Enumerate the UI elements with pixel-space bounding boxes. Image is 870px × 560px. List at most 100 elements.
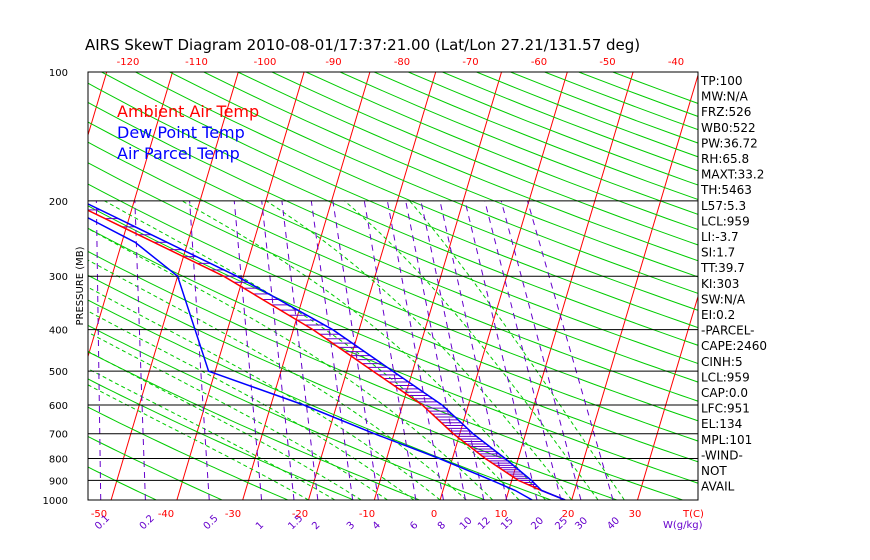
index-label: TT:39.7: [700, 261, 745, 275]
top-temp-tick-label: -50: [599, 57, 615, 68]
dry-adiabat-line: [88, 227, 698, 484]
series-line-air-parcel-temp: [88, 203, 566, 500]
dry-adiabat-line: [168, 72, 698, 294]
index-label: -WIND-: [701, 448, 743, 462]
mixing-ratio-tick-label: 12: [476, 515, 493, 532]
index-label: MPL:101: [701, 433, 752, 447]
bottom-temp-tick-label: -20: [292, 509, 308, 520]
dry-adiabat-line: [88, 121, 698, 383]
dry-adiabat-line: [134, 72, 698, 311]
top-temp-tick-label: -40: [668, 57, 684, 68]
bottom-temp-tick-label: -40: [158, 509, 174, 520]
mixing-ratio-tick-label: 4: [371, 520, 383, 532]
dry-adiabat-line: [88, 324, 487, 500]
bottom-temp-tick-label: 30: [629, 509, 642, 520]
legend-entry: Dew Point Temp: [117, 123, 245, 142]
dry-adiabat-line: [270, 72, 698, 246]
chart-title: AIRS SkewT Diagram 2010-08-01/17:37:21.0…: [85, 36, 640, 54]
bottom-temp-tick-label: -10: [359, 509, 375, 520]
isotherm-line: [88, 72, 174, 359]
mixing-ratio-line: [386, 200, 444, 500]
dry-adiabat-line: [88, 162, 698, 422]
bottom-temp-tick-label: -50: [91, 509, 107, 520]
mixing-ratio-axis-label: W(g/kg): [663, 520, 703, 531]
isotherm-line: [242, 72, 371, 500]
moist-adiabat-line: [88, 286, 441, 500]
index-label: EL:134: [701, 417, 742, 431]
dry-adiabat-line: [577, 72, 698, 117]
mixing-ratio-line: [95, 200, 102, 500]
mixing-ratio-tick-label: 0.5: [202, 513, 221, 532]
profile-lines: [88, 203, 566, 500]
bottom-temp-tick-label: 10: [495, 509, 508, 520]
moist-adiabat-line: [88, 227, 494, 500]
dry-adiabat-line: [88, 101, 698, 365]
dry-adiabat-line: [475, 72, 698, 158]
isotherm-line: [439, 72, 568, 500]
dry-adiabat-line: [236, 72, 698, 262]
y-axis-label: PRESSURE (MB): [75, 246, 86, 325]
mixing-ratio-line: [332, 200, 379, 500]
index-label: FRZ:526: [701, 105, 751, 119]
mixing-ratio-line: [134, 200, 146, 500]
mixing-ratio-line: [500, 200, 582, 500]
mixing-ratio-tick-label: 8: [436, 520, 448, 532]
dry-adiabat-line: [88, 82, 698, 346]
bottom-temp-tick-label: 20: [562, 509, 575, 520]
index-label: L57:5.3: [701, 199, 746, 213]
top-temp-tick-label: -70: [462, 57, 478, 68]
index-label: EI:0.2: [701, 308, 735, 322]
isotherm-line: [176, 72, 305, 500]
series-line-ambient-air-temp: [88, 209, 566, 500]
bottom-temp-tick-label: -30: [225, 509, 241, 520]
dry-adiabat-line: [88, 378, 355, 500]
mixing-ratio-line: [484, 200, 562, 500]
mixing-ratio-line: [261, 200, 295, 500]
mixing-ratio-tick-label: 10: [458, 515, 475, 532]
isotherm-line: [571, 73, 698, 500]
index-label: LI:-3.7: [701, 230, 739, 244]
mixing-ratio-tick-label: 30: [573, 515, 590, 532]
bottom-temp-tick-label: 0: [431, 509, 437, 520]
index-label: SI:1.7: [701, 246, 735, 260]
top-temp-tick-label: -80: [394, 57, 410, 68]
dry-adiabat-line: [88, 250, 685, 500]
index-label: -PARCEL-: [701, 324, 755, 338]
index-label: SW:N/A: [701, 292, 746, 306]
index-label: MW:N/A: [701, 90, 749, 104]
top-temp-tick-label: -90: [325, 57, 341, 68]
dry-adiabat-line: [88, 406, 290, 500]
index-label: PW:36.72: [701, 136, 758, 150]
mixing-ratio-line: [189, 200, 210, 500]
pressure-tick-label: 1000: [43, 496, 68, 507]
cape-hatching: [88, 209, 540, 489]
isotherm-line: [0, 52, 47, 509]
index-label: AVAIL: [701, 480, 735, 494]
dry-adiabat-line: [88, 141, 698, 402]
pressure-tick-label: 500: [49, 367, 68, 378]
mixing-ratio-line: [405, 200, 466, 500]
index-label: CINH:5: [701, 355, 743, 369]
mixing-ratio-tick-label: 40: [605, 515, 622, 532]
mixing-ratio-tick-label: 6: [408, 520, 420, 532]
moist-adiabat-line: [409, 200, 625, 500]
index-label: RH:65.8: [701, 152, 749, 166]
plot-frame: [87, 71, 699, 501]
moist-adiabat-line: [88, 259, 467, 500]
legend-entry: Ambient Air Temp: [117, 102, 259, 121]
index-label: KI:303: [701, 277, 739, 291]
index-label: WB0:522: [701, 121, 756, 135]
pressure-tick-label: 600: [49, 401, 68, 412]
mixing-ratio-tick-label: 1: [254, 520, 266, 532]
index-label: MAXT:33.2: [701, 168, 764, 182]
isotherm-line: [373, 72, 503, 500]
isotherm-line: [110, 72, 239, 500]
mixing-ratio-line: [439, 200, 508, 500]
temp-axis-label: T(C): [682, 509, 704, 520]
mixing-ratio-tick-label: 2: [310, 520, 322, 532]
index-label: LFC:951: [701, 402, 750, 416]
moist-adiabat-line: [88, 384, 309, 500]
mixing-ratio-tick-label: 3: [345, 520, 357, 532]
